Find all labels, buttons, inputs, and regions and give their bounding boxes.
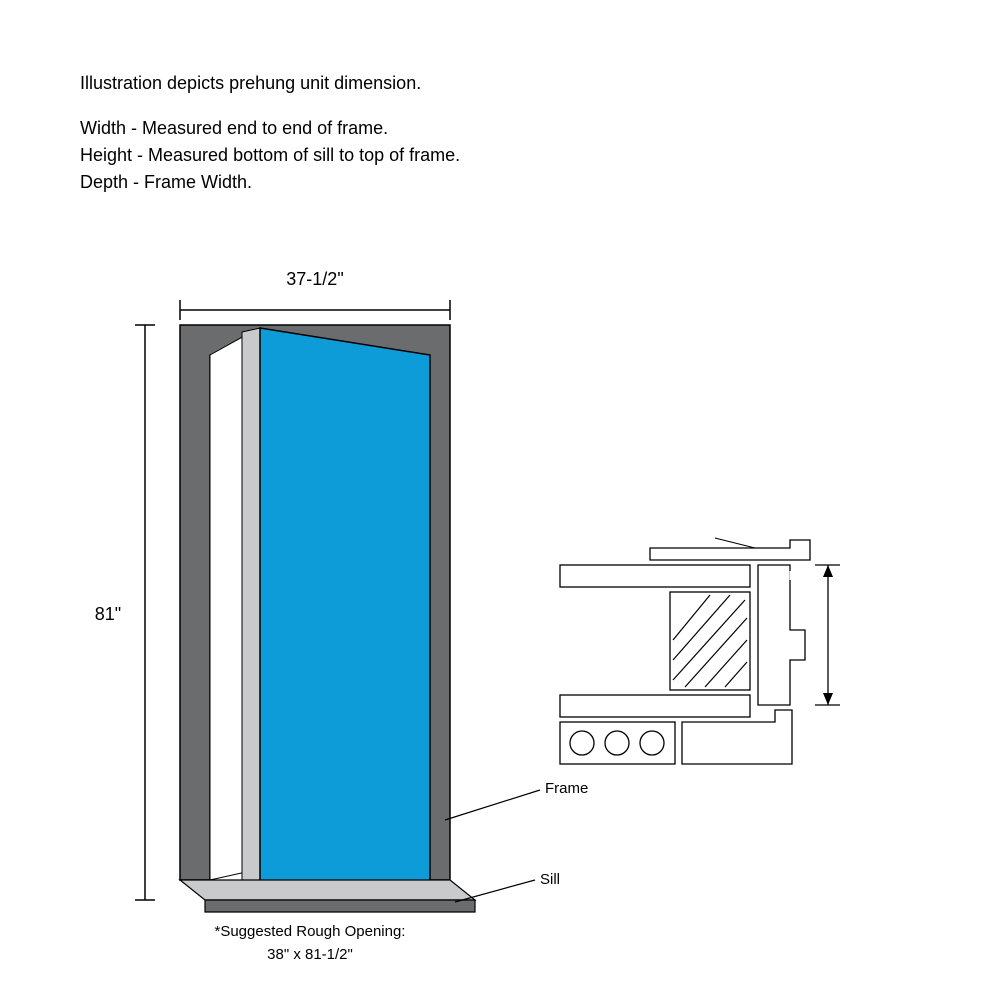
brick-hole-1 (570, 731, 594, 755)
width-dimension (180, 300, 450, 320)
frame-width-lbl1: Frame (845, 626, 883, 641)
brickmould-label-2: Brickmould (690, 741, 754, 756)
rough-opening: *Suggested Rough Opening: 38" x 81-1/2" (180, 923, 440, 963)
frame-leader (445, 790, 540, 820)
width-label: 37-1/2" (286, 269, 343, 289)
width-def: Width - Measured end to end of frame. (80, 115, 460, 142)
frame-section-label: FRAME (762, 568, 809, 583)
door-slab (260, 328, 430, 908)
brickmould-label-1: Exterior (690, 726, 735, 741)
rough-label: *Suggested Rough Opening: (180, 923, 440, 940)
frame-section (758, 565, 805, 705)
brick-hole-3 (640, 731, 664, 755)
frame-width-lbl2: Width (845, 642, 878, 657)
rough-value: 38" x 81-1/2" (180, 946, 440, 963)
door-edge (242, 328, 260, 910)
stud-shape (670, 592, 750, 690)
sheeting-label: Exterior Sheeting (566, 698, 666, 713)
brick-hole-2 (605, 731, 629, 755)
casing-shape (650, 540, 810, 560)
drywall-label: Drywall (566, 568, 609, 583)
section-diagram: Casing Drywall FRAME 2" x 4" Stud (560, 530, 920, 790)
depth-def: Depth - Frame Width. (80, 169, 460, 196)
frame-width-val: 4-9/16" (845, 603, 887, 618)
stud-label: 2" x 4" Stud (652, 614, 666, 677)
intro-title: Illustration depicts prehung unit dimens… (80, 70, 460, 97)
sill-top (180, 880, 475, 900)
casing-label: Casing (718, 524, 758, 539)
sill-leader (455, 880, 535, 902)
sill-front (205, 900, 475, 912)
height-dimension (135, 325, 155, 900)
door-diagram: 37-1/2" 81" Frame Sil (80, 260, 580, 960)
intro-text: Illustration depicts prehung unit dimens… (80, 70, 460, 196)
height-def: Height - Measured bottom of sill to top … (80, 142, 460, 169)
sill-callout-label: Sill (540, 871, 560, 888)
height-label: 81" (95, 604, 121, 624)
